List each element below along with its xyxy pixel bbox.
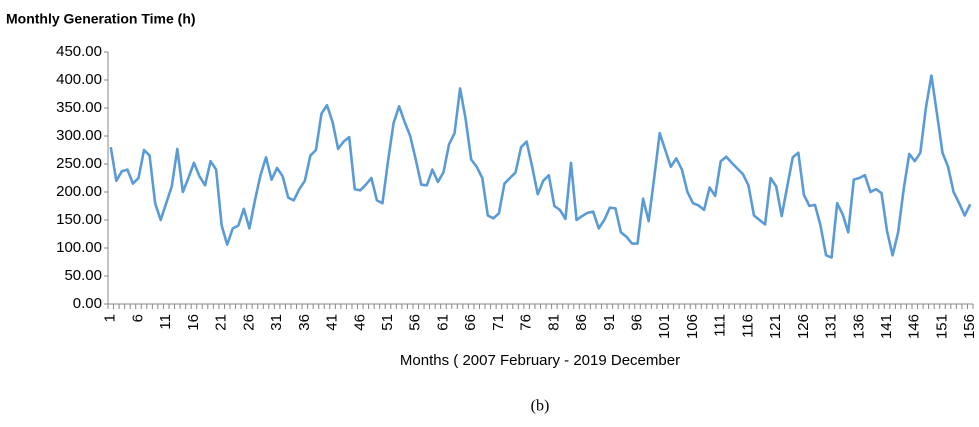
x-tick-label: 106 [684,314,701,339]
x-tick-label: 51 [379,314,396,331]
x-tick-label: 71 [490,314,507,331]
x-tick-label: 111 [712,314,729,337]
chart-title: Monthly Generation Time (h) [6,11,196,27]
y-tick-label: 450.00 [56,43,102,60]
data-line [109,74,972,259]
x-tick-label: 151 [933,314,950,339]
x-tick-label: 146 [906,314,923,339]
y-tick-label: 350.00 [56,99,102,116]
x-tick-label: 31 [268,314,285,331]
y-tick-label: 100.00 [56,239,102,256]
y-tick-label: 0.00 [73,295,102,312]
x-tick-label: 56 [407,314,424,331]
x-tick-label: 61 [434,314,451,331]
x-tick-label: 46 [351,314,368,331]
x-tick-label: 66 [462,314,479,331]
x-tick-label: 101 [656,314,673,339]
x-tick-label: 131 [823,314,840,339]
x-tick-label: 16 [185,314,202,331]
y-tick-label: 400.00 [56,71,102,88]
y-tick-label: 250.00 [56,155,102,172]
y-tick-label: 150.00 [56,211,102,228]
x-tick-label: 41 [324,314,341,331]
x-tick-label: 141 [878,314,895,339]
x-tick-label: 21 [213,314,230,331]
x-axis-label: Months ( 2007 February - 2019 December [400,352,680,369]
x-tick-label: 126 [795,314,812,339]
caption: (b) [531,398,550,415]
x-tick-label: 86 [573,314,590,331]
x-tick-label: 121 [767,314,784,339]
x-tick-label: 91 [601,314,618,331]
x-tick-label: 6 [129,314,146,322]
x-tick-label: 116 [739,314,756,338]
x-tick-label: 26 [240,314,257,331]
x-tick-label: 156 [961,314,978,339]
y-tick-label: 50.00 [64,267,102,284]
x-tick-label: 81 [545,314,562,331]
y-tick-label: 300.00 [56,127,102,144]
x-tick-label: 76 [518,314,535,331]
x-tick-label: 136 [850,314,867,339]
x-tick-label: 36 [296,314,313,331]
x-tick-label: 96 [629,314,646,331]
x-tick-label: 1 [102,314,119,322]
y-tick-label: 200.00 [56,183,102,200]
x-tick-label: 11 [157,314,174,330]
